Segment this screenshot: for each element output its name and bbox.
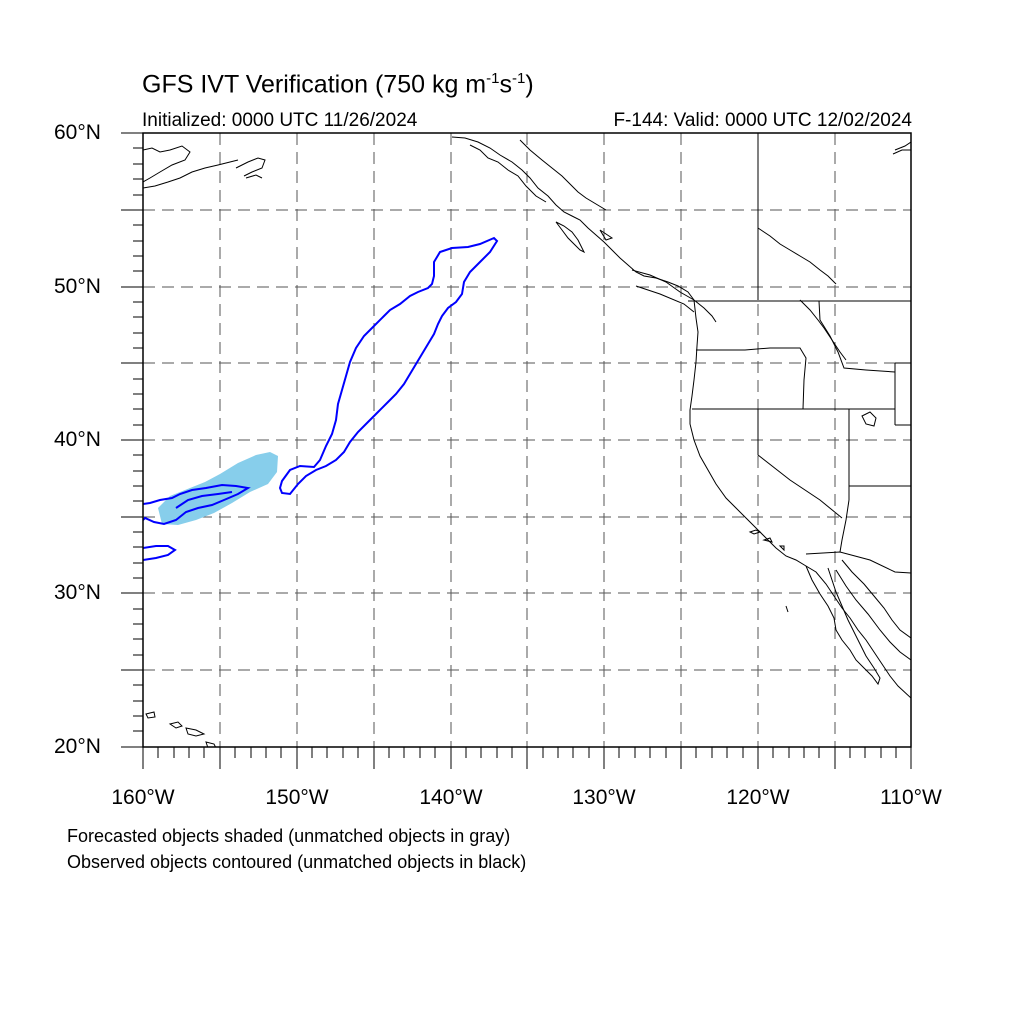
lon-label-120w: 120°W <box>726 786 790 809</box>
lat-label-60n: 60°N <box>54 121 101 144</box>
lon-label-130w: 130°W <box>572 786 636 809</box>
chart-title: GFS IVT Verification (750 kg m-1s-1) <box>142 70 534 99</box>
lat-label-40n: 40°N <box>54 428 101 451</box>
tick-marks <box>121 132 912 769</box>
lat-label-30n: 30°N <box>54 581 101 604</box>
forecast-ivt-object <box>158 452 278 525</box>
observed-west-contour <box>143 483 251 526</box>
lat-label-50n: 50°N <box>54 275 101 298</box>
observed-southwest-contour <box>143 545 177 561</box>
observed-main-ar-contour <box>278 236 499 496</box>
lon-label-160w: 160°W <box>111 786 175 809</box>
political-boundaries <box>688 133 911 574</box>
lon-label-140w: 140°W <box>419 786 483 809</box>
lat-label-20n: 20°N <box>54 735 101 758</box>
legend-note-forecast: Forecasted objects shaded (unmatched obj… <box>67 826 511 846</box>
grid-lines <box>143 133 911 747</box>
valid-time: F-144: Valid: 0000 UTC 12/02/2024 <box>613 110 912 131</box>
legend-note-observed: Observed objects contoured (unmatched ob… <box>67 852 527 872</box>
observed-west-inner-contour <box>175 491 233 509</box>
coastlines <box>143 136 911 747</box>
lon-label-150w: 150°W <box>265 786 329 809</box>
observed-ivt-contours <box>143 236 499 561</box>
lon-label-110w: 110°W <box>880 786 942 809</box>
initialized-time: Initialized: 0000 UTC 11/26/2024 <box>142 110 418 131</box>
